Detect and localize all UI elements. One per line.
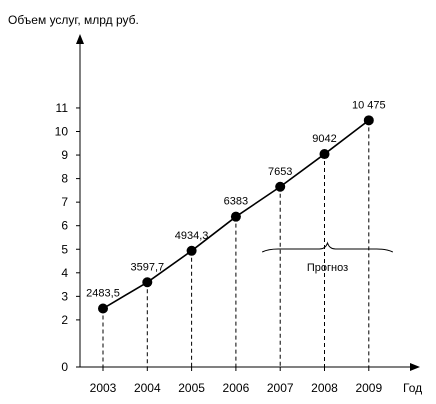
data-point: [230, 211, 241, 222]
drop-lines: [102, 120, 370, 367]
axes: [76, 34, 420, 371]
x-tick-label: 2007: [267, 381, 294, 395]
x-tick-label: 2009: [355, 381, 382, 395]
x-tick-label: 2008: [311, 381, 338, 395]
y-tick-label: 10: [55, 125, 69, 139]
data-labels: 2483,5 3597,7 4934,3 6383 7653 9042 10 475: [86, 99, 385, 299]
y-tick-label: 4: [61, 266, 68, 280]
data-point: [98, 303, 108, 314]
data-label: 3597,7: [130, 261, 164, 273]
y-tick-label: 11: [56, 101, 69, 115]
x-axis-arrow: [410, 363, 420, 371]
x-tick-label: 2004: [134, 381, 161, 395]
data-label: 7653: [268, 166, 292, 178]
y-tick-label: 7: [61, 195, 68, 209]
x-axis-title: Год: [403, 381, 422, 395]
data-point: [186, 245, 197, 256]
y-tick-label: 9: [61, 148, 68, 162]
data-label: 9042: [312, 133, 336, 145]
x-tick-label: 2003: [90, 381, 117, 395]
y-tick-label: 2: [61, 313, 68, 327]
y-tick-label: 8: [61, 172, 68, 186]
y-axis-title: Объем услуг, млрд руб.: [8, 13, 139, 27]
data-label: 10 475: [352, 99, 386, 111]
forecast-annotation: Прогноз: [261, 241, 394, 274]
y-tick-label: 5: [61, 242, 68, 256]
y-tick-label: 3: [61, 289, 68, 303]
data-point: [142, 277, 153, 288]
forecast-brace: [261, 241, 394, 253]
x-tick-label: 2006: [223, 381, 250, 395]
x-tick-label: 2005: [178, 381, 205, 395]
data-point: [275, 181, 286, 192]
y-tick-label: 0: [61, 360, 68, 374]
data-label: 2483,5: [86, 288, 120, 300]
tick-labels: 0 2 3 4 5 6 7 8 9 10 11 2003 2004 2005 2006 2007 2008 200…: [55, 101, 383, 395]
data-point: [363, 115, 374, 126]
data-label: 6383: [224, 196, 248, 208]
y-axis-arrow: [76, 34, 84, 44]
data-points: [98, 115, 374, 314]
data-label: 4934,3: [175, 230, 209, 242]
forecast-label: Прогноз: [307, 262, 348, 274]
y-tick-label: 6: [61, 219, 68, 233]
data-point: [319, 149, 330, 160]
